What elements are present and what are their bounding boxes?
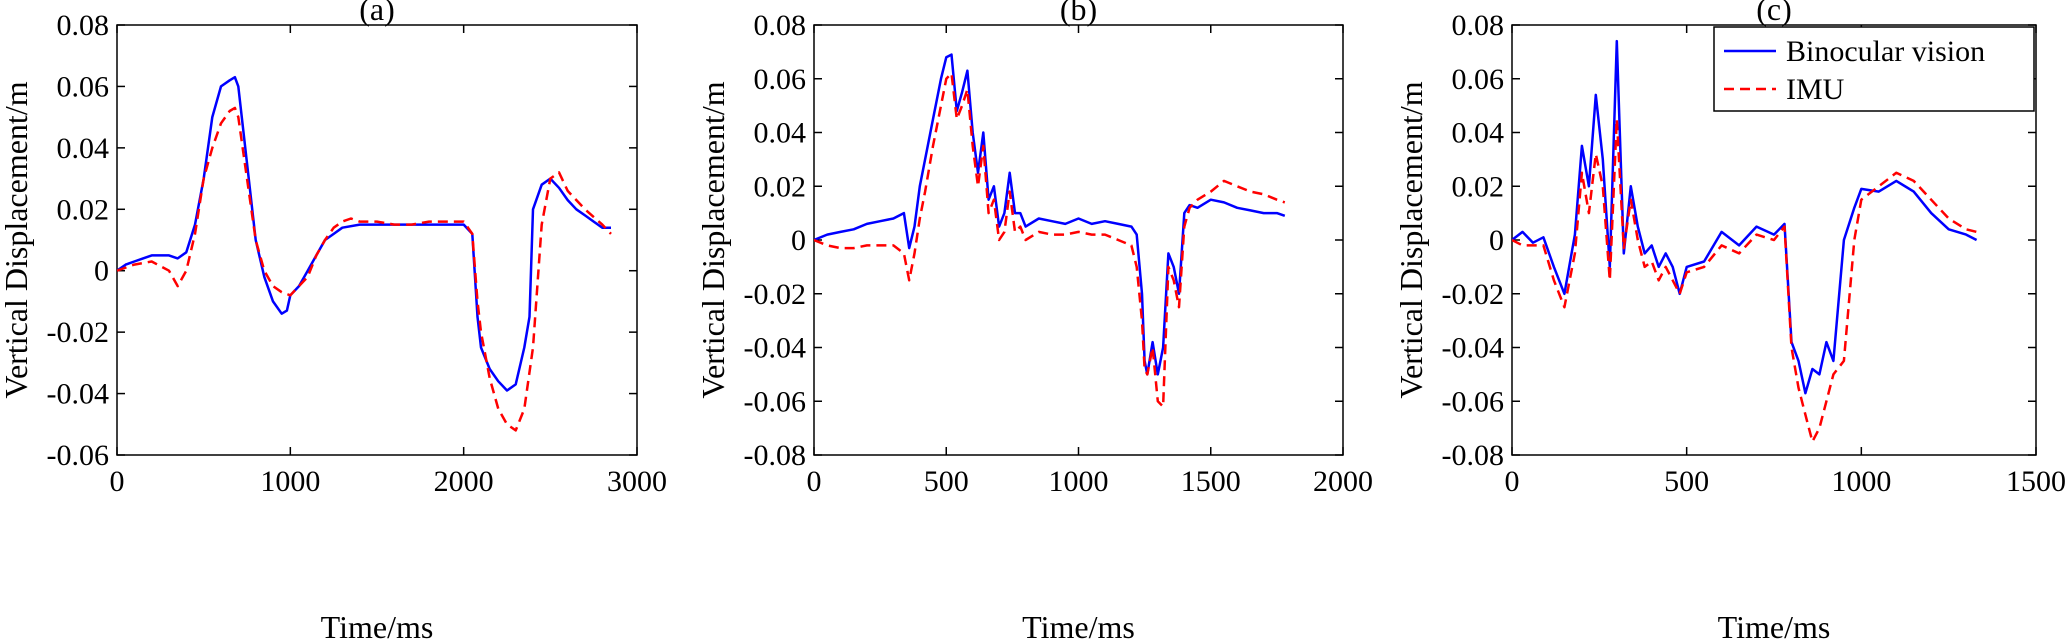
series-line-imu — [1512, 117, 1977, 443]
chart-panel-2: 0 500 1000 1500 2000 -0.08 -0.06 -0.04 -0.02 0 0.0… — [695, 0, 1373, 642]
y-tick-label: 0.02 — [1452, 170, 1505, 203]
y-tick-label: 0 — [94, 255, 109, 288]
plot-frame — [813, 24, 1344, 456]
y-tick-label: 0.04 — [754, 117, 807, 150]
x-tick-label: 1000 — [1831, 465, 1891, 498]
panel-title: (a) — [359, 0, 395, 27]
x-tick-label: 500 — [1664, 465, 1709, 498]
y-tick-label: -0.04 — [47, 378, 110, 411]
y-tick-label: 0.06 — [1452, 63, 1505, 96]
chart-panel-3: 0 500 1000 1500 -0.08 -0.06 -0.04 -0.02 0 0.02 0.0… — [1393, 0, 2066, 642]
y-tick-label: 0.06 — [57, 70, 110, 103]
x-tick-label: 1000 — [1049, 465, 1109, 498]
legend-box — [1713, 26, 2035, 112]
plot-frame — [116, 24, 638, 456]
y-tick-label: -0.08 — [744, 439, 807, 472]
y-tick-label: -0.02 — [744, 278, 807, 311]
y-axis-label: Vertical Displacement/m — [1393, 81, 1429, 398]
y-tick-label: 0.02 — [57, 193, 110, 226]
y-axis-label: Vertical Displacement/m — [695, 81, 731, 398]
panel-title: (c) — [1756, 0, 1792, 27]
x-tick-label: 0 — [110, 465, 125, 498]
legend-label-binocular-vision: Binocular vision — [1786, 35, 1985, 68]
legend: Binocular vision IMU — [1713, 26, 2035, 112]
y-tick-label: 0.06 — [754, 63, 807, 96]
series-line-binocular-vision — [814, 53, 1286, 376]
y-tick-label: -0.02 — [1442, 278, 1505, 311]
y-tick-label: -0.04 — [744, 332, 807, 365]
y-tick-label: -0.04 — [1442, 332, 1505, 365]
y-tick-label: -0.06 — [1442, 385, 1505, 418]
y-tick-label: 0.04 — [57, 132, 110, 165]
series-line-binocular-vision — [1512, 39, 1978, 395]
y-tick-label: 0.08 — [754, 9, 807, 42]
y-tick-label: 0 — [1489, 224, 1504, 257]
y-tick-label: 0.02 — [754, 170, 807, 203]
y-tick-label: 0.08 — [1452, 9, 1505, 42]
series-line-imu — [814, 72, 1286, 408]
y-tick-label: -0.02 — [47, 316, 110, 349]
x-tick-label: 0 — [807, 465, 822, 498]
x-tick-label: 2000 — [434, 465, 494, 498]
x-tick-label: 2000 — [1313, 465, 1373, 498]
y-tick-label: -0.08 — [1442, 439, 1505, 472]
chart-panel-1: 0 1000 2000 3000 -0.06 -0.04 -0.02 0 0.02 0.04 0.0… — [0, 0, 667, 642]
x-axis-label: Time/ms — [1022, 609, 1135, 642]
x-tick-label: 0 — [1505, 465, 1520, 498]
panel-title: (b) — [1060, 0, 1097, 27]
y-tick-label: 0.08 — [57, 9, 110, 42]
y-tick-label: -0.06 — [47, 439, 110, 472]
y-tick-label: 0.04 — [1452, 117, 1505, 150]
series-line-imu — [117, 106, 612, 432]
x-tick-label: 3000 — [607, 465, 667, 498]
y-tick-label: 0 — [791, 224, 806, 257]
y-axis-label: Vertical Displacement/m — [0, 81, 34, 398]
y-tick-label: -0.06 — [744, 385, 807, 418]
x-tick-label: 1500 — [1181, 465, 1241, 498]
x-tick-label: 1500 — [2006, 465, 2066, 498]
x-axis-label: Time/ms — [1718, 609, 1831, 642]
x-tick-label: 1000 — [260, 465, 320, 498]
legend-label-imu: IMU — [1786, 73, 1845, 106]
x-tick-label: 500 — [924, 465, 969, 498]
x-axis-label: Time/ms — [321, 609, 434, 642]
series-line-binocular-vision — [117, 75, 611, 392]
